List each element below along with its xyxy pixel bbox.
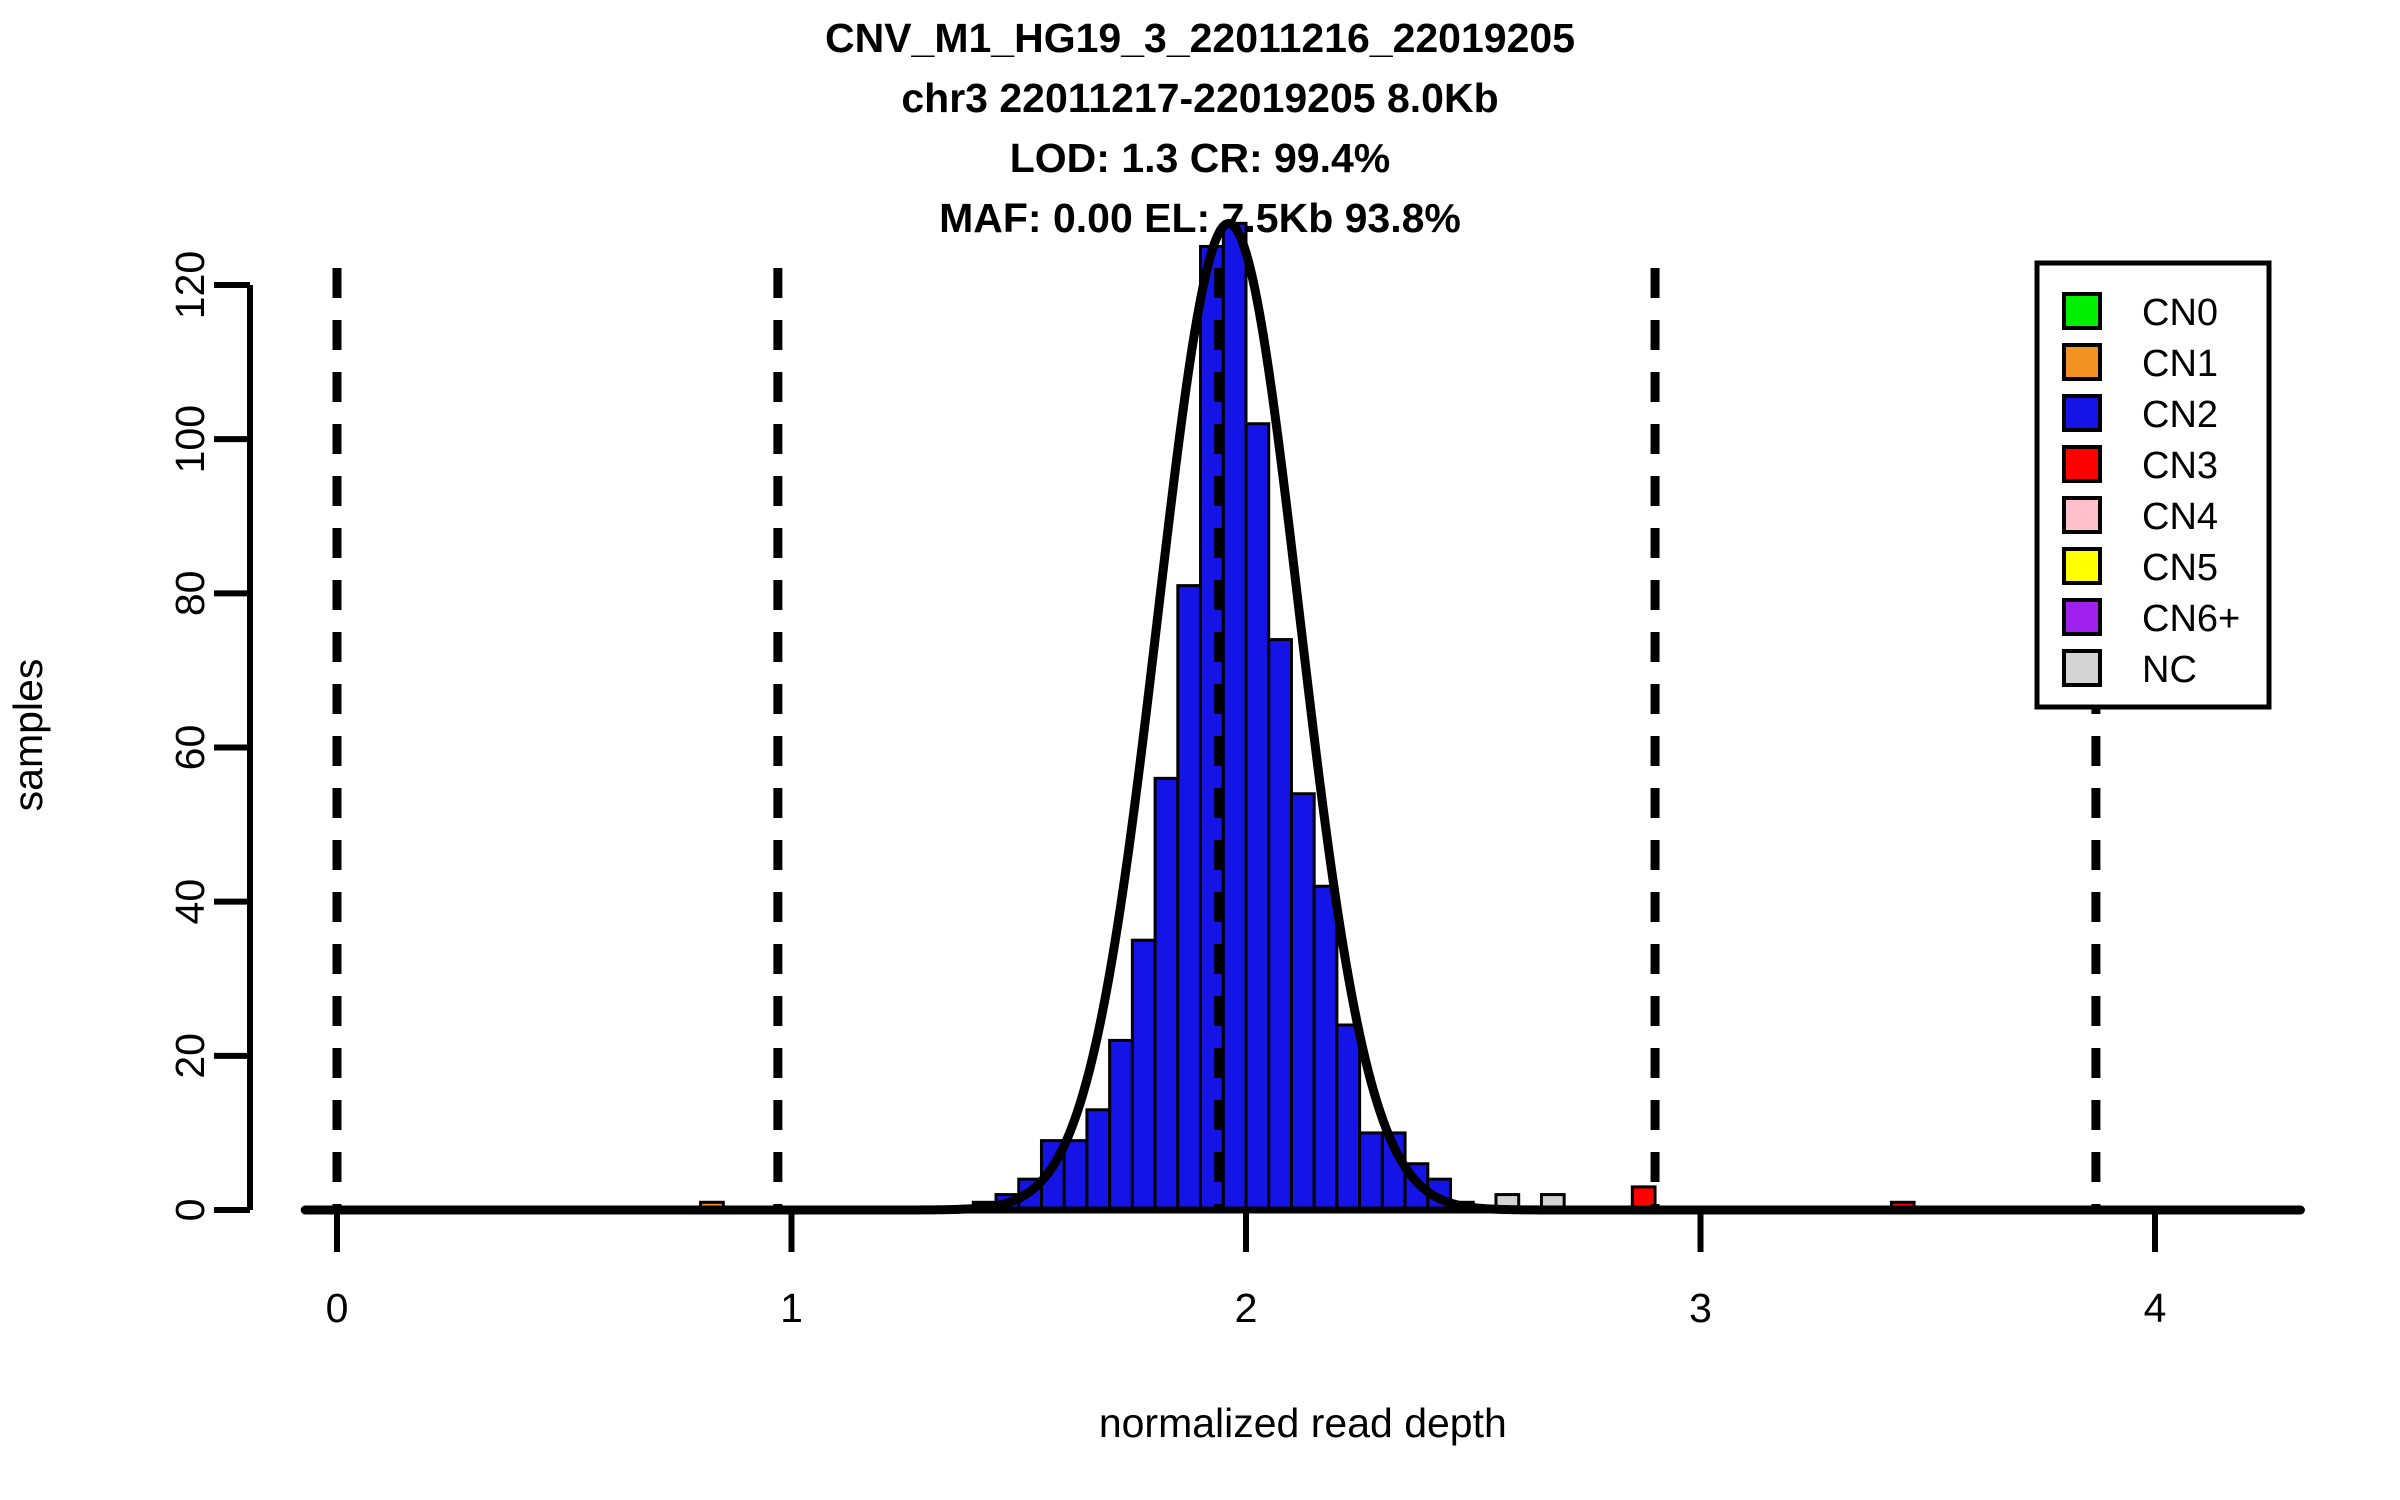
legend-swatch: [2062, 445, 2102, 483]
y-axis-tick-label: 100: [167, 405, 213, 473]
histogram-bar: [1244, 422, 1271, 1212]
y-axis-tick-label: 0: [167, 1199, 213, 1222]
histogram-bar: [1108, 1038, 1134, 1212]
legend-swatch: [2062, 292, 2102, 330]
legend-box: CN0 CN1 CN2 CN3 CN4 CN5 CN6+ NC: [2034, 260, 2272, 710]
x-axis-tick-label: 2: [1235, 1285, 1258, 1331]
histogram-bar: [1085, 1108, 1112, 1212]
legend-swatch: [2062, 547, 2102, 585]
x-axis-tick-label: 3: [1689, 1285, 1712, 1331]
chart-title-block: CNV_M1_HG19_3_22011216_22019205 chr3 220…: [0, 8, 2400, 248]
histogram-bar: [1335, 1023, 1362, 1212]
y-axis-tick-label: 20: [167, 1033, 213, 1079]
legend-swatch: [2062, 394, 2102, 432]
y-axis-tick-label: 80: [167, 571, 213, 617]
legend-swatch: [2062, 598, 2102, 636]
title-line-2: chr3 22011217-22019205 8.0Kb: [901, 75, 1499, 121]
legend-item-label: CN3: [2142, 445, 2218, 487]
legend-item-label: CN5: [2142, 547, 2218, 589]
histogram-bar: [1289, 792, 1316, 1212]
x-axis-tick-label: 4: [2144, 1285, 2167, 1331]
legend-swatch: [2062, 343, 2102, 381]
histogram-bar: [1267, 638, 1293, 1212]
legend-item-label: CN0: [2142, 292, 2218, 334]
legend-item-label: CN1: [2142, 343, 2218, 385]
histogram-bar: [1221, 221, 1248, 1212]
histogram-bar: [1176, 584, 1203, 1212]
histogram-bar: [1130, 938, 1157, 1212]
title-line-1: CNV_M1_HG19_3_22011216_22019205: [824, 15, 1575, 61]
legend-item-label: NC: [2142, 649, 2197, 691]
axes-layer: 0 20 40 60 80 100 120 0 1 2 3 4 normalized read dept…: [5, 251, 2301, 1446]
legend-item-label: CN2: [2142, 394, 2218, 436]
histogram-bar: [1153, 776, 1180, 1212]
title-line-4: MAF: 0.00 EL: 7.5Kb 93.8%: [939, 195, 1461, 241]
histogram-bar: [1358, 1131, 1384, 1212]
histogram-bar: [1062, 1139, 1089, 1212]
legend-item-label: CN4: [2142, 496, 2218, 538]
legend-swatch: [2062, 496, 2102, 534]
x-axis-tick-label: 0: [326, 1285, 349, 1331]
title-line-3: LOD: 1.3 CR: 99.4%: [1009, 135, 1391, 181]
x-axis-title: normalized read depth: [1099, 1400, 1507, 1446]
legend-swatch: [2062, 649, 2102, 687]
x-axis-tick-label: 1: [780, 1285, 803, 1331]
y-axis-tick-label: 60: [167, 725, 213, 771]
y-axis-tick-label: 40: [167, 879, 213, 925]
y-axis-title: samples: [5, 659, 51, 812]
histogram-bar: [1312, 884, 1339, 1212]
y-axis-tick-label: 120: [167, 251, 213, 319]
legend-item-label: CN6+: [2142, 598, 2240, 640]
